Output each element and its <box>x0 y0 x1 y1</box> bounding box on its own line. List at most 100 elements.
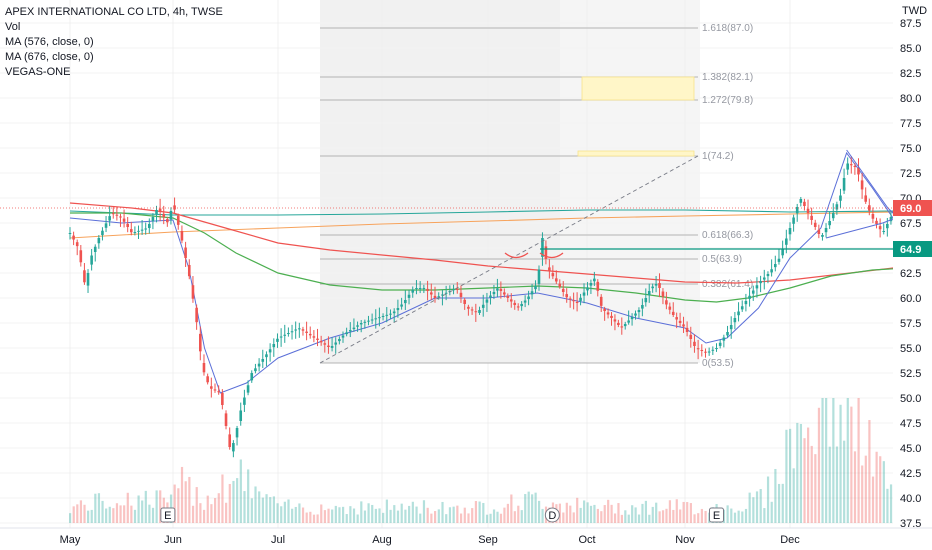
volume-bar-114 <box>485 514 489 523</box>
x-tick-oct: Oct <box>578 534 595 546</box>
candle-body-44 <box>228 434 231 447</box>
volume-bar-0 <box>69 513 72 523</box>
volume-bar-17 <box>130 505 133 523</box>
candle-body-10 <box>104 223 108 228</box>
candle-body-187 <box>740 306 744 310</box>
candle-body-26 <box>162 213 166 217</box>
volume-bar-65 <box>305 512 308 523</box>
volume-bar-67 <box>312 514 316 523</box>
volume-bar-120 <box>506 503 509 523</box>
candle-body-63 <box>298 328 301 330</box>
candle-body-94 <box>411 289 415 293</box>
candle-body-119 <box>503 292 506 295</box>
candle-body-102 <box>441 294 444 296</box>
candle-body-161 <box>647 291 651 296</box>
ma-green-line <box>70 212 909 303</box>
volume-bar-152 <box>617 503 620 523</box>
volume-bar-99 <box>430 513 433 523</box>
candle-body-50 <box>250 373 254 381</box>
candle-body-210 <box>824 228 828 233</box>
candle-body-89 <box>392 311 396 314</box>
volume-bar-78 <box>352 508 356 523</box>
volume-bar-208 <box>817 407 821 523</box>
volume-bar-48 <box>243 491 246 523</box>
candle-body-64 <box>301 329 305 331</box>
volume-bar-191 <box>755 491 759 523</box>
volume-bar-226 <box>882 461 885 523</box>
indicator-ma576[interactable]: MA (576, close, 0) <box>5 36 94 48</box>
volume-bar-209 <box>821 398 824 523</box>
volume-bar-225 <box>879 456 882 523</box>
volume-bar-183 <box>726 505 729 523</box>
x-tick-jul: Jul <box>271 534 285 546</box>
candle-body-79 <box>356 325 359 327</box>
candle-body-181 <box>718 342 722 346</box>
symbol-title[interactable]: APEX INTERNATIONAL CO LTD, 4h, TWSE <box>5 6 223 18</box>
support-price-tag: 64.9 <box>900 244 921 256</box>
candle-body-127 <box>530 291 534 295</box>
y-tick-9: 60.0 <box>900 293 921 305</box>
y-tick-14: 72.5 <box>900 168 921 180</box>
volume-bar-105 <box>452 506 455 523</box>
volume-bar-139 <box>572 512 575 523</box>
volume-bar-221 <box>864 455 867 523</box>
candle-body-19 <box>137 230 140 232</box>
candle-body-42 <box>221 392 224 405</box>
candle-body-228 <box>889 217 893 222</box>
volume-bar-136 <box>562 512 565 523</box>
candle-body-16 <box>126 223 129 227</box>
volume-bar-19 <box>137 495 140 523</box>
candle-body-216 <box>846 163 849 170</box>
volume-bar-188 <box>744 508 748 523</box>
volume-bar-159 <box>641 503 644 523</box>
volume-bar-45 <box>232 480 235 523</box>
price-axis[interactable]: TWD 37.5 40.0 42.5 45.0 47.5 50.0 52.5 55.0 57.5 6… <box>893 0 932 550</box>
volume-bar-155 <box>627 514 630 523</box>
candle-body-108 <box>463 299 466 304</box>
volume-bar-174 <box>693 514 696 523</box>
candle-body-123 <box>516 306 520 308</box>
volume-bar-9 <box>101 500 104 523</box>
volume-bar-21 <box>144 490 147 523</box>
candle-body-49 <box>246 385 250 393</box>
candle-body-190 <box>751 290 755 294</box>
volume-bar-124 <box>520 510 523 523</box>
volume-bar-189 <box>748 492 751 523</box>
candle-body-167 <box>668 306 672 310</box>
volume-bar-147 <box>600 511 603 523</box>
candle-body-86 <box>381 316 385 317</box>
candle-body-96 <box>418 288 422 289</box>
volume-bar-58 <box>280 506 283 523</box>
indicator-ma676[interactable]: MA (676, close, 0) <box>5 51 94 63</box>
fib-levels: 1.618(87.0) 1.382(82.1) 1.272(79.8) 1(74.2)… <box>320 23 753 369</box>
x-tick-nov: Nov <box>675 534 695 546</box>
volume-bar-207 <box>814 454 817 523</box>
volume-bar-149 <box>607 499 610 523</box>
volume-bar-215 <box>843 440 846 523</box>
indicator-vegas[interactable]: VEGAS-ONE <box>5 66 71 78</box>
candle-body-27 <box>166 219 169 223</box>
earnings-marker-bg-2 <box>709 507 724 523</box>
volume-bar-41 <box>217 493 220 523</box>
candle-body-215 <box>842 178 846 191</box>
volume-bar-84 <box>374 508 377 523</box>
fib-label-3: 1(74.2) <box>702 151 734 162</box>
volume-bar-204 <box>803 438 806 523</box>
candle-body-18 <box>133 232 137 233</box>
candle-body-126 <box>527 296 530 300</box>
indicator-vol[interactable]: Vol <box>5 21 21 33</box>
candle-body-66 <box>308 333 312 336</box>
candle-body-144 <box>589 283 593 286</box>
volume-bar-165 <box>661 510 665 523</box>
volume-bar-198 <box>781 483 784 523</box>
volume-bar-30 <box>177 488 180 523</box>
time-axis[interactable]: May Jun Jul Aug Sep Oct Nov Dec <box>0 527 932 550</box>
volume-bar-210 <box>825 398 828 523</box>
volume-bar-104 <box>448 507 452 523</box>
volume-bar-37 <box>202 509 206 523</box>
candle-body-93 <box>407 294 411 298</box>
candle-body-220 <box>860 180 864 190</box>
candle-body-171 <box>682 324 685 327</box>
